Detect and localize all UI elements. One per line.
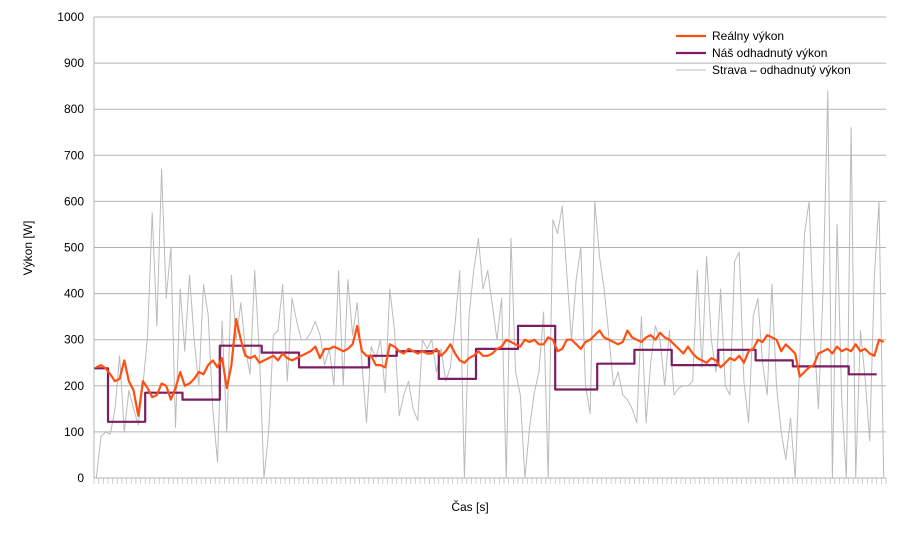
legend-label-1: Reálny výkon xyxy=(712,29,784,43)
x-tick-marks xyxy=(93,478,887,484)
y-tick-label: 800 xyxy=(64,102,84,116)
y-tick-label: 100 xyxy=(64,425,84,439)
y-tick-label: 400 xyxy=(64,287,84,301)
legend: Reálny výkon Náš odhadnutý výkon Strava – … xyxy=(676,29,851,77)
series-line-1 xyxy=(95,317,885,417)
series-line-3 xyxy=(95,90,885,479)
series-lines xyxy=(94,90,885,479)
legend-label-3: Strava – odhadnutý výkon xyxy=(712,63,851,77)
y-tick-label: 1000 xyxy=(57,10,84,24)
y-axis-title: Výkon [W] xyxy=(21,221,35,276)
x-axis-title: Čas [s] xyxy=(451,499,488,514)
legend-label-2: Náš odhadnutý výkon xyxy=(712,46,827,60)
y-tick-label: 500 xyxy=(64,241,84,255)
y-tick-label: 200 xyxy=(64,379,84,393)
y-tick-labels: 0 100 200 300 400 500 600 700 800 900 1000 xyxy=(57,10,84,485)
y-tick-label: 0 xyxy=(77,471,84,485)
y-tick-label: 600 xyxy=(64,194,84,208)
series-line-2 xyxy=(94,324,877,423)
y-tick-label: 900 xyxy=(64,56,84,70)
y-tick-label: 700 xyxy=(64,148,84,162)
y-tick-label: 300 xyxy=(64,333,84,347)
